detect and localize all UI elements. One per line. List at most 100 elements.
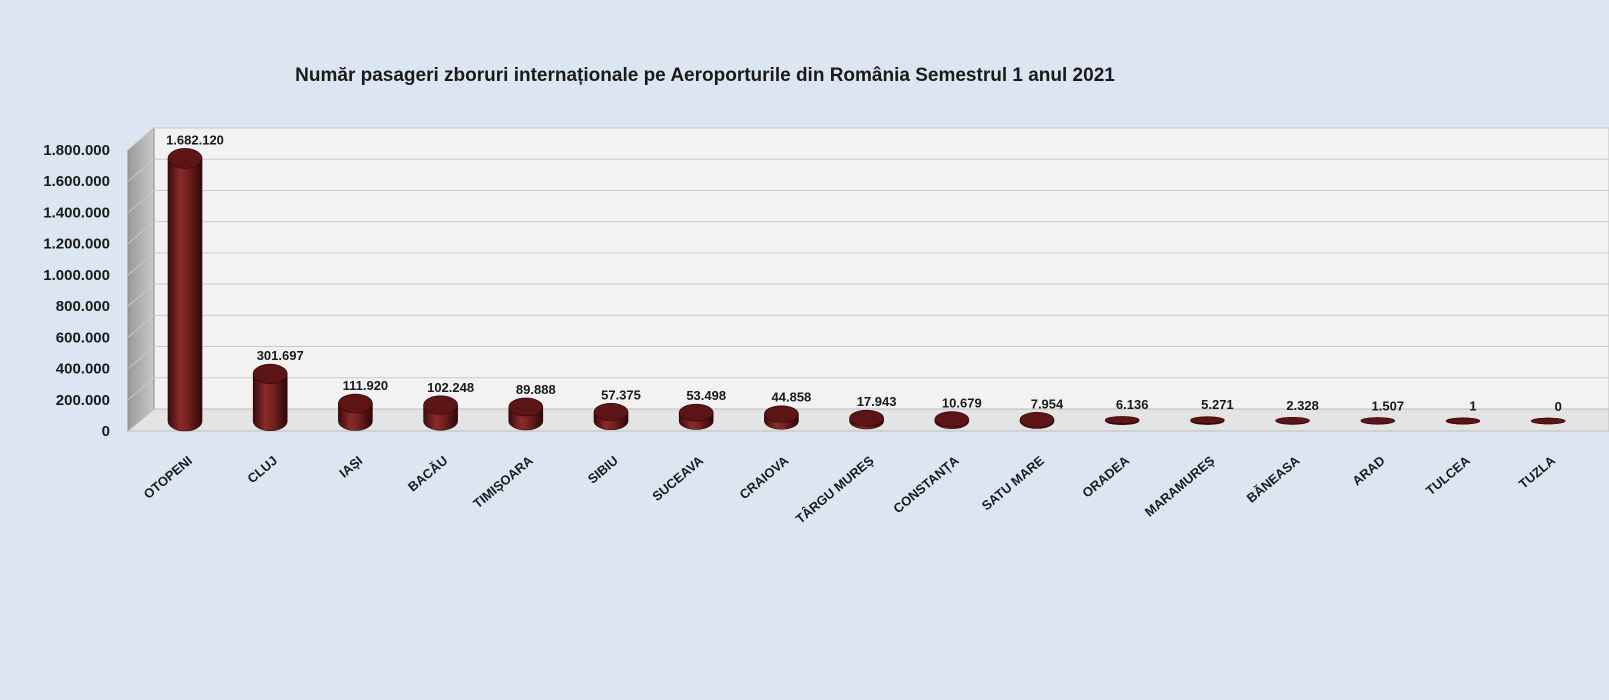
data-label: 1.507 [1372, 398, 1405, 413]
bar-15 [1360, 417, 1396, 425]
data-label: 89.888 [516, 382, 556, 397]
gridline [127, 221, 1609, 245]
gridline [127, 314, 1609, 338]
bar-top [934, 411, 970, 428]
bar-1 [167, 148, 203, 432]
gridline [127, 127, 1609, 151]
bar-top [764, 405, 799, 423]
category-label: ARAD [1349, 453, 1387, 489]
gridlines [127, 127, 1609, 401]
y-tick-label: 1.800.000 [43, 142, 110, 159]
data-labels: 1.682.120 301.697 111.920 102.248 89.888 57.3… [166, 132, 1562, 414]
bar-body [167, 158, 203, 432]
category-label: OTOPENI [141, 453, 195, 502]
y-tick-label: 800.000 [56, 298, 110, 315]
data-label: 301.697 [257, 348, 304, 363]
data-label: 53.498 [686, 388, 726, 403]
bars [167, 148, 1566, 432]
y-tick-label: 1.000.000 [43, 267, 110, 284]
data-label: 17.943 [857, 394, 897, 409]
bar-top [252, 363, 288, 384]
gridline [127, 252, 1609, 276]
bar-13 [1190, 416, 1225, 425]
side-wall [127, 126, 155, 433]
data-label: 102.248 [427, 380, 474, 395]
y-tick-label: 1.200.000 [43, 236, 110, 253]
data-label: 111.920 [343, 378, 389, 393]
category-label: BACĂU [405, 453, 451, 495]
x-axis-category-labels: OTOPENI CLUJ IAȘI BACĂU TIMIȘOARA SIBIU SUCEAV… [141, 452, 1559, 526]
gridline [127, 158, 1609, 182]
bar-12 [1104, 416, 1140, 425]
bar-top [1530, 417, 1566, 425]
y-axis-tick-labels: 0 200.000 400.000 600.000 800.000 1.000.000 1.… [43, 142, 110, 440]
bar-top [1445, 417, 1481, 425]
bar-top [849, 409, 884, 427]
bar-top [167, 148, 203, 169]
bar-2 [252, 363, 288, 432]
category-label: CONSTANȚA [890, 452, 962, 516]
data-label: 1.682.120 [166, 132, 224, 147]
y-tick-label: 0 [102, 423, 110, 440]
bar-7 [678, 403, 714, 430]
bar-top [1104, 416, 1140, 424]
data-label: 6.136 [1116, 397, 1149, 412]
gridline [127, 189, 1609, 213]
y-tick-label: 1.400.000 [43, 204, 110, 221]
bar-8 [764, 405, 799, 430]
category-label: CLUJ [244, 453, 280, 486]
bar-body [252, 373, 288, 432]
back-wall [153, 127, 1609, 410]
y-tick-label: 400.000 [56, 361, 110, 378]
data-label: 10.679 [942, 396, 982, 411]
bar-10 [934, 411, 970, 430]
bar-top [338, 393, 373, 414]
category-label: TÂRGU MUREȘ [793, 453, 877, 527]
bar-top [1019, 411, 1055, 428]
category-label: ORADEA [1079, 452, 1132, 500]
bar-9 [849, 409, 884, 430]
bar-top [508, 397, 544, 417]
data-label: 2.328 [1286, 398, 1319, 413]
bar-top [423, 395, 458, 415]
bar-top [1275, 416, 1310, 425]
bar-top [678, 403, 714, 422]
plot-walls [126, 126, 1609, 433]
bar-top [1190, 416, 1225, 424]
bar-17 [1530, 417, 1566, 425]
data-label: 0 [1555, 399, 1562, 414]
category-label: SUCEAVA [649, 452, 706, 504]
data-label: 1 [1469, 399, 1476, 414]
bar-top [593, 402, 629, 422]
gridline [127, 283, 1609, 307]
bar-16 [1445, 417, 1481, 425]
bar-11 [1019, 411, 1055, 429]
category-label: SIBIU [585, 453, 621, 487]
chart-title: Număr pasageri zboruri internaționale pe… [295, 65, 1115, 86]
bar-3 [338, 393, 373, 431]
category-label: BĂNEASA [1244, 452, 1303, 505]
gridline [127, 346, 1609, 369]
bar-top [1360, 417, 1396, 425]
category-label: TIMIȘOARA [470, 452, 536, 511]
bar-4 [423, 395, 458, 431]
y-tick-label: 1.600.000 [43, 173, 110, 190]
category-label: TUZLA [1516, 452, 1559, 491]
data-label: 57.375 [601, 387, 641, 402]
category-label: CRAIOVA [737, 452, 792, 502]
gridline [127, 377, 1609, 401]
bar-14 [1275, 416, 1310, 425]
category-label: TULCEA [1423, 452, 1473, 498]
category-label: MARAMUREȘ [1142, 453, 1218, 520]
bar-5 [508, 397, 544, 431]
y-tick-label: 600.000 [56, 329, 110, 346]
category-label: SATU MARE [979, 453, 1047, 514]
y-tick-label: 200.000 [56, 392, 110, 409]
data-label: 44.858 [772, 390, 812, 405]
data-label: 5.271 [1201, 397, 1234, 412]
data-label: 7.954 [1031, 396, 1064, 411]
bar-6 [593, 402, 629, 431]
category-label: IAȘI [336, 453, 365, 481]
